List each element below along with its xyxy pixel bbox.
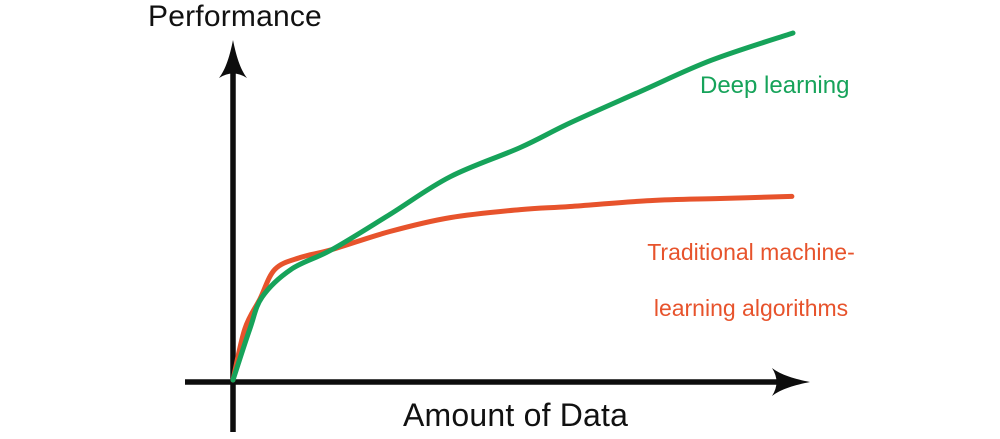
deep-learning-curve (230, 30, 796, 383)
y-axis-label: Performance (148, 0, 322, 33)
y-axis-arrowhead-icon (219, 40, 247, 78)
traditional-ml-label-line2: learning algorithms (653, 295, 849, 321)
traditional-ml-label-line1: Traditional machine- (647, 239, 855, 265)
x-axis-label: Amount of Data (403, 397, 629, 433)
traditional-ml-series-label: Traditional machine- learning algorithms (628, 210, 874, 322)
x-axis-arrowhead-icon (772, 368, 810, 396)
deep-learning-series-label: Deep learning (700, 72, 850, 99)
